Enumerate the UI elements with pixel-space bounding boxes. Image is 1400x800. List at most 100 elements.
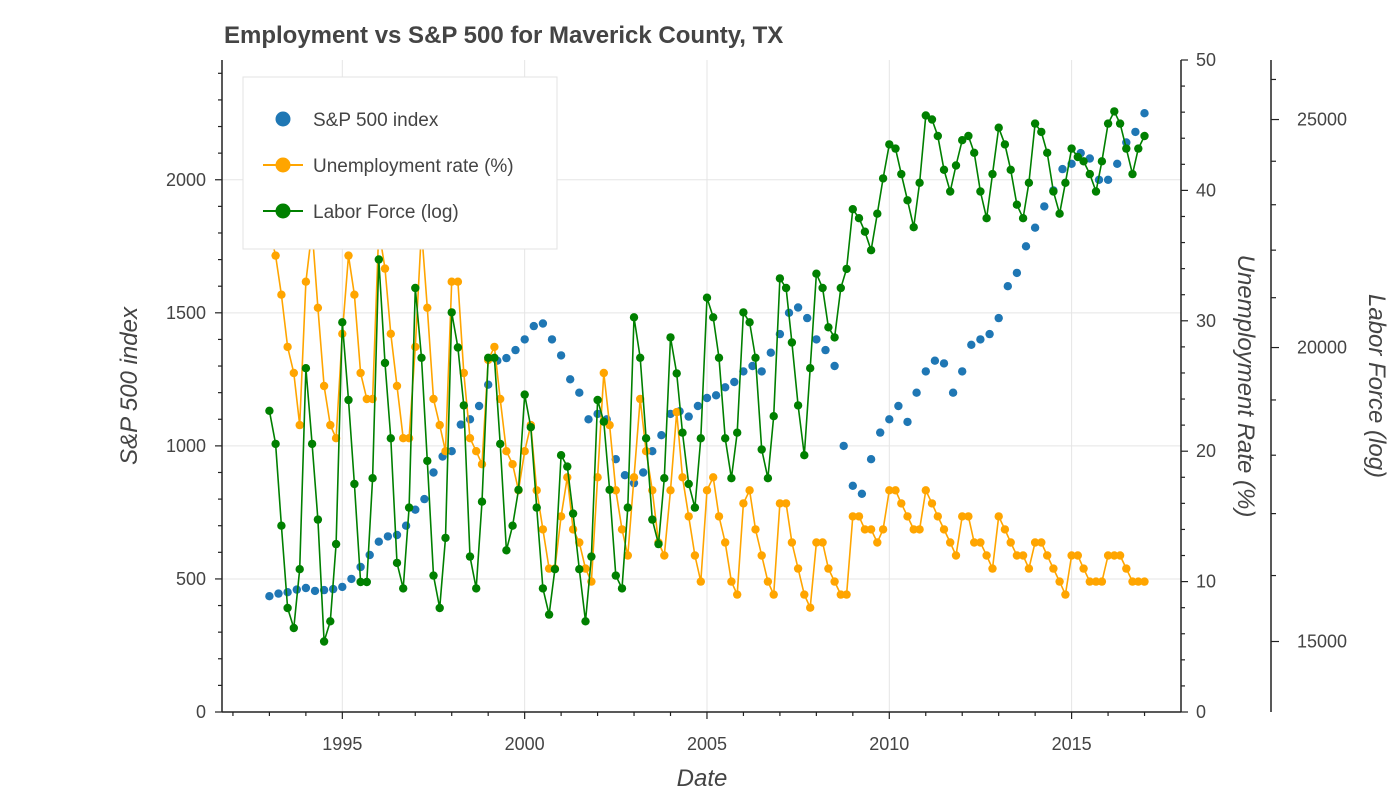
data-point <box>1055 209 1064 218</box>
data-point <box>502 447 511 456</box>
data-point <box>1018 551 1028 560</box>
data-point <box>441 533 450 543</box>
data-point <box>894 401 903 411</box>
data-point <box>1012 200 1022 209</box>
data-point <box>745 318 754 327</box>
axes <box>221 60 1272 713</box>
data-point <box>733 428 742 437</box>
data-point <box>1140 577 1149 586</box>
data-point <box>885 140 894 149</box>
data-point <box>1097 577 1107 586</box>
data-point <box>636 353 645 362</box>
x-tick-label: 2005 <box>687 734 727 754</box>
data-point <box>763 577 773 586</box>
y-tick-label: 1500 <box>166 303 206 323</box>
data-point <box>283 588 292 597</box>
data-point <box>423 303 432 312</box>
y2-tick-label: 30 <box>1196 311 1216 331</box>
data-point <box>301 364 311 373</box>
data-point <box>520 447 529 456</box>
data-point <box>313 303 323 312</box>
data-point <box>362 394 371 404</box>
data-point <box>289 623 298 633</box>
chart-title: Employment vs S&P 500 for Maverick Count… <box>224 22 783 49</box>
data-point <box>1030 538 1040 547</box>
data-point <box>684 479 693 489</box>
data-point <box>951 161 961 170</box>
data-point <box>897 169 906 179</box>
data-point <box>806 364 815 373</box>
data-point <box>1018 214 1028 223</box>
data-point <box>970 148 979 157</box>
data-point <box>538 525 548 534</box>
data-point <box>465 552 475 561</box>
data-point <box>684 412 693 421</box>
data-point <box>1085 169 1095 179</box>
data-point <box>347 574 356 584</box>
data-point <box>538 584 548 593</box>
data-point <box>854 512 864 521</box>
data-point <box>1012 551 1022 560</box>
data-point <box>763 474 773 483</box>
data-point <box>1097 157 1107 166</box>
data-point <box>933 512 942 521</box>
data-point <box>878 525 888 534</box>
data-point <box>338 582 347 592</box>
data-point <box>824 323 833 332</box>
data-point <box>976 187 985 196</box>
data-point <box>787 538 797 547</box>
data-point <box>839 441 848 451</box>
data-point <box>386 434 395 443</box>
data-point <box>587 552 596 561</box>
data-point <box>994 123 1003 132</box>
data-point <box>1058 164 1067 174</box>
legend-label-labor-force: Labor Force (log) <box>313 202 459 223</box>
data-point <box>563 462 572 471</box>
data-point <box>1140 131 1149 141</box>
data-point <box>453 277 463 286</box>
data-point <box>429 394 438 404</box>
data-point <box>474 401 484 411</box>
data-point <box>1103 119 1113 128</box>
data-point <box>857 489 867 498</box>
data-point <box>806 603 815 612</box>
data-point <box>976 335 985 344</box>
data-point <box>556 512 566 521</box>
data-point <box>873 209 882 218</box>
data-point <box>793 564 803 573</box>
data-point <box>891 144 900 153</box>
legend-marker-unemployment <box>275 157 291 173</box>
data-point <box>593 395 602 405</box>
data-point <box>1128 577 1137 586</box>
data-point <box>982 551 991 560</box>
data-point <box>1006 165 1015 174</box>
data-point <box>1067 144 1076 153</box>
data-point <box>456 420 465 429</box>
data-point <box>836 590 845 599</box>
data-point <box>283 342 292 352</box>
data-point <box>714 353 724 362</box>
data-point <box>1079 564 1088 573</box>
data-point <box>1085 577 1095 586</box>
data-point <box>283 603 292 613</box>
data-point <box>472 584 481 593</box>
y-tick-label: 0 <box>196 702 206 722</box>
data-point <box>921 486 930 495</box>
data-point <box>611 571 620 580</box>
data-point <box>800 451 809 460</box>
data-point <box>1091 187 1101 196</box>
data-point <box>295 565 304 574</box>
data-point <box>599 417 608 426</box>
data-point <box>866 246 876 255</box>
data-point <box>781 499 791 508</box>
data-point <box>730 377 739 387</box>
data-point <box>605 485 614 494</box>
data-point <box>331 434 341 443</box>
data-point <box>821 345 830 355</box>
data-point <box>909 223 918 232</box>
data-point <box>484 353 493 362</box>
data-point <box>994 313 1003 323</box>
data-point <box>897 499 906 508</box>
data-point <box>581 617 590 626</box>
data-point <box>641 434 651 443</box>
